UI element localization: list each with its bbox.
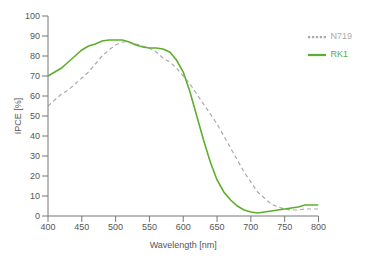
svg-text:550: 550 bbox=[142, 222, 157, 232]
svg-text:750: 750 bbox=[277, 222, 292, 232]
svg-text:60: 60 bbox=[30, 91, 40, 101]
svg-text:40: 40 bbox=[30, 131, 40, 141]
svg-text:Wavelength [nm]: Wavelength [nm] bbox=[150, 240, 217, 250]
svg-text:500: 500 bbox=[108, 222, 123, 232]
svg-text:450: 450 bbox=[74, 222, 89, 232]
svg-text:IPCE [%]: IPCE [%] bbox=[13, 98, 23, 135]
svg-text:800: 800 bbox=[311, 222, 326, 232]
svg-text:80: 80 bbox=[30, 51, 40, 61]
svg-text:90: 90 bbox=[30, 31, 40, 41]
svg-text:10: 10 bbox=[30, 191, 40, 201]
svg-text:700: 700 bbox=[243, 222, 258, 232]
svg-text:70: 70 bbox=[30, 71, 40, 81]
svg-text:20: 20 bbox=[30, 171, 40, 181]
svg-text:650: 650 bbox=[210, 222, 225, 232]
svg-text:30: 30 bbox=[30, 151, 40, 161]
html-text:N719: N719 bbox=[330, 31, 352, 42]
svg-text:0: 0 bbox=[35, 211, 40, 221]
svg-text:100: 100 bbox=[25, 11, 40, 21]
svg-text:400: 400 bbox=[40, 222, 55, 232]
svg-text:50: 50 bbox=[30, 111, 40, 121]
svg-text:600: 600 bbox=[176, 222, 191, 232]
html-text:RK1: RK1 bbox=[330, 49, 348, 60]
